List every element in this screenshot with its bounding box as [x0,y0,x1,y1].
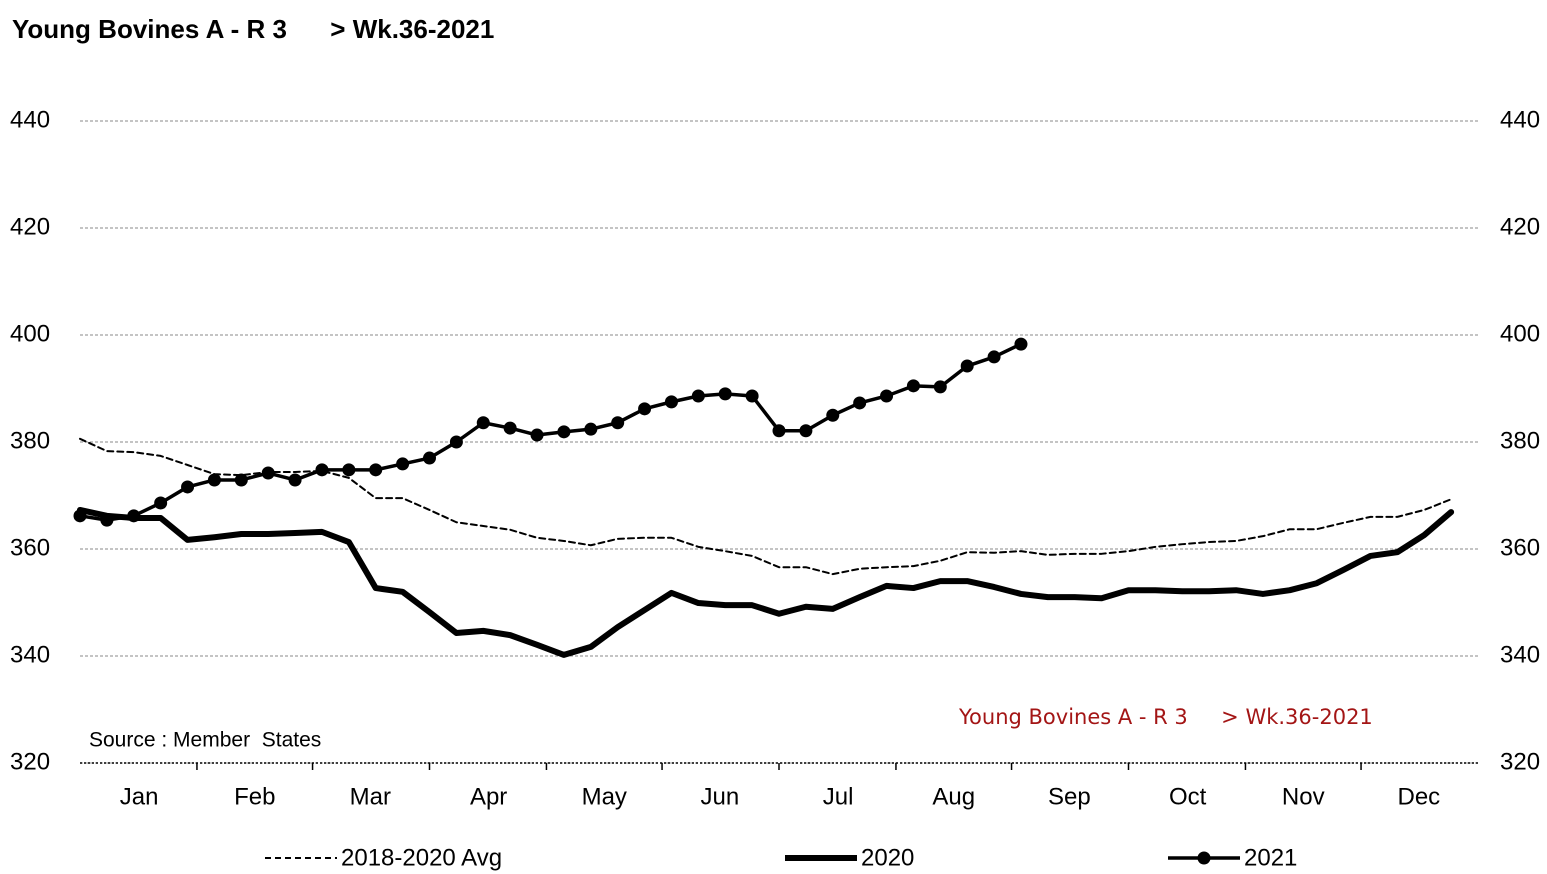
x-tick-label: Jan [120,783,159,810]
x-tick-label: Mar [350,783,391,810]
x-tick-label: Apr [470,783,507,810]
x-tick-label: Aug [932,783,975,810]
marker [530,428,544,442]
marker [234,473,248,487]
y2-tick-label: 340 [1500,641,1540,668]
marker [584,422,598,436]
legend-marker [1197,851,1211,865]
x-tick-label: Oct [1169,783,1207,810]
x-tick-label: Jul [823,783,854,810]
marker [288,473,302,487]
marker [799,424,813,438]
marker [826,408,840,422]
marker [745,389,759,403]
legend-label: 2018-2020 Avg [341,844,502,871]
y2-tick-label: 420 [1500,213,1540,240]
x-tick-label: Sep [1048,783,1091,810]
marker [396,457,410,471]
marker [449,435,463,449]
marker [315,463,329,477]
marker [423,451,436,465]
y2-tick-label: 440 [1500,106,1540,133]
annotation: Young Bovines A - R 3 > Wk.36-2021 [958,705,1373,729]
marker [718,387,732,401]
marker [476,416,490,430]
marker [960,359,974,373]
y2-tick-label: 320 [1500,748,1540,775]
x-tick-label: Jun [701,783,740,810]
y-tick-label: 380 [10,427,50,454]
marker [691,389,705,403]
marker [503,421,517,435]
y-tick-label: 320 [10,748,50,775]
marker [127,509,141,523]
marker [906,379,920,393]
marker [342,463,356,477]
source-note: Source : Member States [89,729,321,752]
marker [638,402,652,416]
marker [664,395,678,409]
marker [369,463,383,477]
marker [100,513,114,527]
chart-title: Young Bovines A - R 3 > Wk.36-2021 [12,14,494,44]
marker [853,396,867,410]
x-tick-label: Dec [1398,783,1441,810]
legend-label: 2020 [861,844,914,871]
marker [181,480,195,494]
y2-tick-label: 360 [1500,534,1540,561]
x-tick-label: Nov [1282,783,1325,810]
marker [987,350,1001,364]
x-tick-label: May [582,783,627,810]
marker [73,509,87,523]
legend-label: 2021 [1244,844,1297,871]
marker [207,473,221,487]
marker [933,380,947,394]
marker [557,425,571,439]
y-tick-label: 440 [10,106,50,133]
marker [772,424,786,438]
y-tick-label: 400 [10,320,50,347]
marker [261,466,275,480]
x-tick-label: Feb [234,783,275,810]
line-series [79,437,1453,576]
y-tick-label: 360 [10,534,50,561]
marker [611,416,625,430]
marker [154,496,168,510]
marker [880,389,894,403]
line-series [77,506,1455,658]
line-series [78,342,1023,522]
y2-tick-label: 380 [1500,427,1540,454]
marker [1014,337,1028,351]
y-tick-label: 420 [10,213,50,240]
y2-tick-label: 400 [1500,320,1540,347]
y-tick-label: 340 [10,641,50,668]
